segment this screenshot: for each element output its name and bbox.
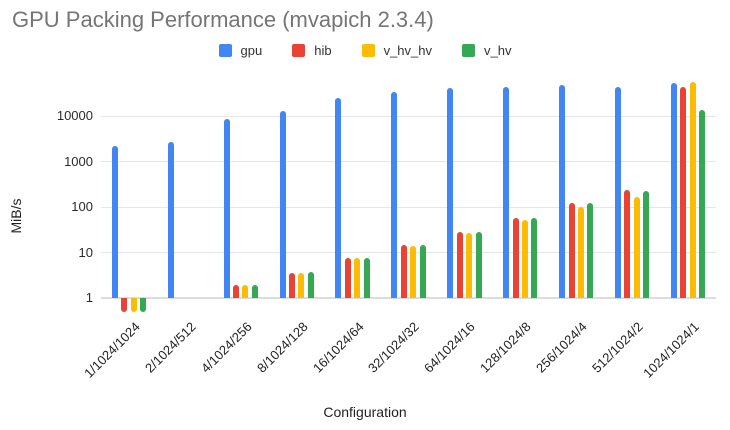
bar-gpu-4/1024/256[interactable]	[223, 119, 230, 299]
gridline-100	[101, 206, 716, 208]
x-tick-label: 2/1024/512	[141, 319, 199, 376]
chart-title: GPU Packing Performance (mvapich 2.3.4)	[12, 7, 434, 32]
legend-item-hib[interactable]: hib	[292, 42, 332, 58]
bar-v_hv_hv-128/1024/8[interactable]	[522, 220, 529, 299]
bar-gpu-1024/1024/1[interactable]	[670, 83, 677, 299]
bar-v_hv-16/1024/64[interactable]	[363, 258, 370, 299]
x-tick-label: 16/1024/64	[309, 319, 367, 376]
y-tick-label: 10000	[56, 108, 93, 124]
bar-gpu-32/1024/32[interactable]	[391, 91, 398, 299]
gridline-1000	[101, 161, 716, 163]
x-tick-label: 8/1024/128	[253, 319, 311, 376]
bar-v_hv-256/1024/4[interactable]	[587, 202, 594, 299]
bar-hib-4/1024/256[interactable]	[233, 284, 240, 299]
bar-gpu-64/1024/16[interactable]	[447, 87, 454, 299]
legend-item-label: v_hv	[484, 42, 512, 58]
legend-swatch-icon	[218, 43, 232, 57]
legend-item-gpu[interactable]: gpu	[218, 42, 263, 58]
gridline-10	[101, 252, 716, 254]
bar-hib-256/1024/4[interactable]	[568, 203, 575, 299]
bar-v_hv_hv-32/1024/32[interactable]	[410, 246, 417, 299]
bar-hib-32/1024/32[interactable]	[400, 244, 407, 299]
bar-gpu-256/1024/4[interactable]	[559, 84, 566, 299]
bar-gpu-8/1024/128[interactable]	[279, 110, 286, 299]
legend-swatch-icon	[462, 43, 475, 57]
legend-item-label: gpu	[240, 42, 263, 58]
gridline-10000	[101, 115, 716, 117]
legend-item-label: hib	[314, 42, 332, 58]
legend-item-v_hv[interactable]: v_hv	[462, 43, 511, 58]
bar-hib-1/1024/1024[interactable]	[121, 298, 128, 313]
x-tick-label: 512/1024/2	[589, 319, 646, 376]
bar-hib-64/1024/16[interactable]	[456, 231, 463, 299]
bar-v_hv_hv-512/1024/2[interactable]	[633, 196, 640, 299]
bar-v_hv-32/1024/32[interactable]	[419, 244, 426, 299]
bar-v_hv_hv-64/1024/16[interactable]	[466, 233, 473, 299]
bar-v_hv-4/1024/256[interactable]	[251, 284, 258, 299]
gridline-1	[101, 297, 716, 300]
y-tick-label: 1000	[64, 153, 93, 169]
bar-gpu-2/1024/512[interactable]	[167, 141, 174, 299]
bar-v_hv_hv-16/1024/64[interactable]	[354, 257, 361, 299]
y-tick-label: 1	[85, 290, 93, 306]
x-tick-label: 1024/1024/1	[639, 319, 702, 381]
legend-item-label: v_hv_hv	[383, 42, 432, 58]
x-tick-label: 32/1024/32	[365, 319, 423, 376]
x-tick-label: 128/1024/8	[477, 319, 534, 376]
bar-v_hv-1/1024/1024[interactable]	[140, 298, 147, 313]
bar-v_hv-128/1024/8[interactable]	[531, 217, 538, 299]
bar-gpu-128/1024/8[interactable]	[503, 86, 510, 299]
bar-v_hv_hv-8/1024/128[interactable]	[298, 273, 305, 299]
bar-v_hv_hv-1024/1024/1[interactable]	[689, 82, 696, 299]
bar-v_hv_hv-4/1024/256[interactable]	[242, 284, 249, 299]
bar-hib-16/1024/64[interactable]	[344, 258, 351, 299]
bar-hib-1024/1024/1[interactable]	[680, 86, 687, 299]
bar-v_hv-512/1024/2[interactable]	[643, 191, 650, 299]
bar-gpu-512/1024/2[interactable]	[615, 86, 622, 299]
x-tick-label: 64/1024/16	[421, 319, 479, 376]
x-axis-title: Configuration	[323, 404, 407, 420]
legend-swatch-icon	[292, 43, 306, 57]
bar-v_hv_hv-256/1024/4[interactable]	[577, 206, 584, 299]
legend: gpu hib v_hv_hv v_hv	[0, 42, 730, 58]
bar-hib-128/1024/8[interactable]	[512, 217, 519, 299]
bar-v_hv-64/1024/16[interactable]	[475, 231, 482, 299]
y-tick-label: 100	[71, 199, 93, 215]
bar-hib-512/1024/2[interactable]	[624, 189, 631, 299]
bar-gpu-1/1024/1024[interactable]	[111, 145, 118, 299]
bar-v_hv-1024/1024/1[interactable]	[699, 109, 706, 299]
x-tick-label: 256/1024/4	[533, 319, 590, 376]
y-tick-label: 10	[78, 244, 93, 260]
x-tick-label: 4/1024/256	[197, 319, 255, 376]
legend-swatch-icon	[361, 43, 375, 57]
bar-hib-8/1024/128[interactable]	[288, 273, 295, 299]
bar-v_hv_hv-1/1024/1024[interactable]	[130, 298, 137, 313]
bar-gpu-16/1024/64[interactable]	[335, 98, 342, 299]
legend-item-v_hv_hv[interactable]: v_hv_hv	[361, 42, 432, 58]
bar-v_hv-8/1024/128[interactable]	[307, 272, 314, 299]
x-tick-label: 1/1024/1024	[80, 319, 143, 381]
